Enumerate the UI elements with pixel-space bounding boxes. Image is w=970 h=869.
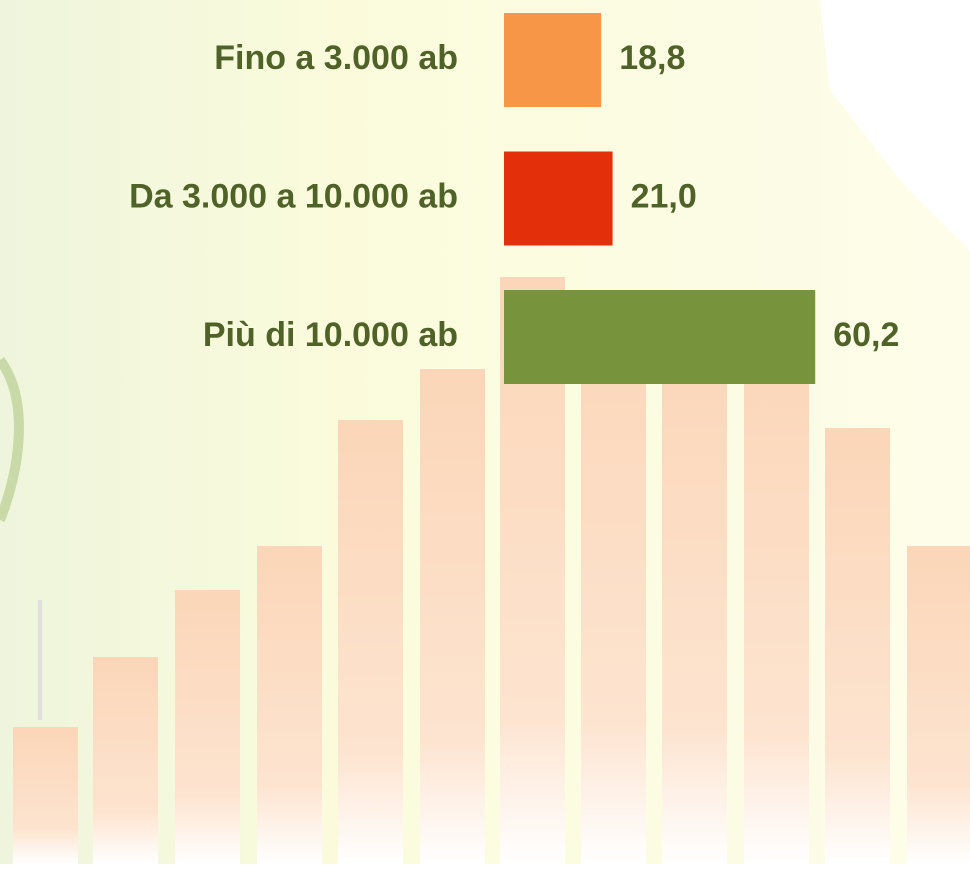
bar — [504, 13, 602, 107]
category-label: Da 3.000 a 10.000 ab — [129, 177, 458, 215]
bar — [504, 290, 816, 384]
category-label: Fino a 3.000 ab — [214, 39, 458, 77]
bar — [504, 151, 613, 246]
value-label: 18,8 — [619, 39, 685, 77]
decor-bars — [13, 277, 970, 864]
value-label: 21,0 — [631, 177, 697, 215]
value-label: 60,2 — [833, 316, 899, 354]
category-label: Più di 10.000 ab — [203, 316, 458, 354]
